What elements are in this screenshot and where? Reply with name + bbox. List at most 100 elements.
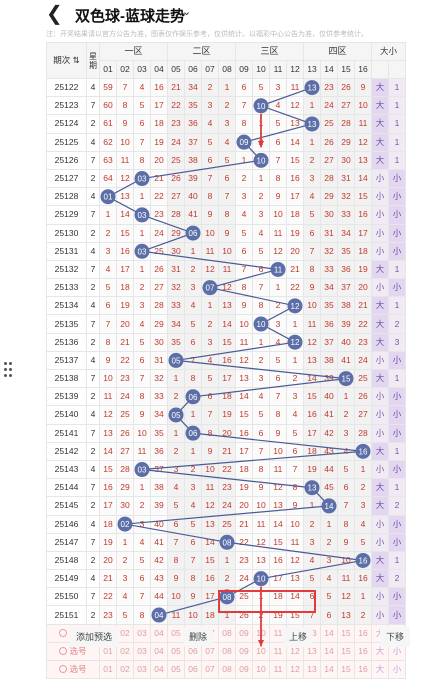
select-number[interactable]: 02 xyxy=(116,659,134,680)
select-number[interactable]: 06 xyxy=(184,659,202,680)
select-number[interactable]: 10 xyxy=(252,659,270,680)
select-number[interactable]: 02 xyxy=(116,623,134,643)
select-number[interactable]: 14 xyxy=(320,623,338,643)
omission-cell: 21 xyxy=(218,441,236,461)
omission-cell: 44 xyxy=(150,587,168,607)
select-number[interactable]: 09 xyxy=(235,641,253,662)
select-number[interactable]: 16 xyxy=(354,623,372,643)
move-up-button[interactable]: 上移 xyxy=(283,627,314,647)
omission-cell xyxy=(116,514,134,534)
omission-cell: 6 xyxy=(235,241,253,261)
delete-button[interactable]: 删除 xyxy=(183,627,214,647)
omission-cell: 5 xyxy=(354,532,372,552)
omission-cell: 14 xyxy=(218,314,236,334)
select-size[interactable]: 大 xyxy=(371,659,389,680)
select-number[interactable]: 04 xyxy=(150,659,168,680)
select-number[interactable]: 02 xyxy=(116,641,134,662)
omission-cell: 8 xyxy=(252,459,270,480)
select-number[interactable]: 16 xyxy=(354,641,372,662)
select-number[interactable]: 14 xyxy=(320,659,338,680)
omission-cell xyxy=(235,132,253,152)
select-number[interactable]: 16 xyxy=(354,659,372,680)
select-size[interactable]: 小 xyxy=(388,659,406,680)
omission-cell: 4 xyxy=(286,405,304,425)
omission-cell: 3 xyxy=(235,187,253,207)
issue-header[interactable]: 期次 ⇅ xyxy=(46,42,87,79)
omission-cell: 30 xyxy=(167,241,185,261)
omission-cell: 18 xyxy=(218,387,236,407)
size-cell: 小 xyxy=(371,241,389,261)
back-chevron-icon[interactable]: ❮ xyxy=(46,3,63,25)
omission-cell: 7 xyxy=(235,259,253,280)
select-number[interactable]: 10 xyxy=(252,623,270,643)
weekday-cell: 7 xyxy=(86,205,100,225)
omission-cell: 36 xyxy=(337,259,355,280)
select-number[interactable]: 11 xyxy=(269,659,287,680)
zone-header: 四区 xyxy=(303,42,372,61)
issue-cell: 25144 xyxy=(46,478,87,498)
size-cell: 大 xyxy=(371,132,389,152)
table-row: 25122 4 59 7 4 16 21 34 2 1 6 5 3 11 23 26 9 大 1 xyxy=(46,77,406,98)
chevron-down-icon[interactable]: ⌄ xyxy=(182,6,192,18)
weekday-cell: 4 xyxy=(86,405,100,425)
select-number[interactable]: 13 xyxy=(303,659,321,680)
omission-cell: 12 xyxy=(252,532,270,552)
omission-cell: 23 xyxy=(116,368,134,389)
omission-cell: 3 xyxy=(269,314,287,334)
select-number[interactable]: 03 xyxy=(133,641,151,662)
drag-handle-icon[interactable] xyxy=(4,362,13,378)
select-number[interactable]: 14 xyxy=(320,641,338,662)
omission-cell: 1 xyxy=(269,278,287,298)
add-preselect-button[interactable]: 添加预选 xyxy=(70,627,119,647)
size-cell: 大 xyxy=(371,478,389,498)
select-number[interactable]: 03 xyxy=(133,623,151,643)
select-number[interactable]: 03 xyxy=(133,659,151,680)
select-number[interactable]: 15 xyxy=(337,623,355,643)
select-number[interactable]: 09 xyxy=(235,623,253,643)
select-number[interactable]: 04 xyxy=(150,641,168,662)
omission-cell: 11 xyxy=(133,441,151,461)
omission-cell: 17 xyxy=(116,259,134,280)
select-number[interactable]: 15 xyxy=(337,659,355,680)
omission-cell: 10 xyxy=(201,459,219,480)
select-number[interactable]: 08 xyxy=(218,623,236,643)
omission-cell: 19 xyxy=(150,132,168,152)
omission-cell: 22 xyxy=(218,459,236,480)
select-number[interactable]: 05 xyxy=(167,641,185,662)
omission-cell: 3 xyxy=(252,205,270,225)
select-number[interactable]: 07 xyxy=(201,659,219,680)
weekday-cell: 2 xyxy=(86,168,100,189)
omission-cell: 4 xyxy=(235,205,253,225)
select-number[interactable]: 08 xyxy=(218,659,236,680)
omission-cell: 3 xyxy=(116,569,134,589)
omission-cell: 15 xyxy=(286,150,304,170)
omission-cell: 1 xyxy=(252,114,270,134)
select-number[interactable]: 01 xyxy=(99,659,117,680)
omission-cell: 28 xyxy=(116,459,134,480)
select-number[interactable]: 08 xyxy=(218,641,236,662)
issue-cell: 25122 xyxy=(46,77,87,98)
omission-cell: 36 xyxy=(150,441,168,461)
omission-cell: 29 xyxy=(320,187,338,207)
omission-cell: 21 xyxy=(116,332,134,352)
move-down-button[interactable]: 下移 xyxy=(380,627,411,647)
omission-cell: 4 xyxy=(252,223,270,243)
select-number[interactable]: 10 xyxy=(252,641,270,662)
omission-cell: 7 xyxy=(133,368,151,389)
select-number[interactable]: 15 xyxy=(337,641,355,662)
omission-cell: 9 xyxy=(201,205,219,225)
select-number[interactable]: 09 xyxy=(235,659,253,680)
omission-cell: 1 xyxy=(218,550,236,571)
omission-cell: 6 xyxy=(235,77,253,98)
issue-cell: 25140 xyxy=(46,405,87,425)
select-number[interactable]: 04 xyxy=(150,623,168,643)
number-header: 03 xyxy=(133,60,151,79)
select-number[interactable]: 05 xyxy=(167,623,185,643)
omission-cell: 13 xyxy=(269,496,287,516)
select-radio[interactable]: 选号 xyxy=(46,659,100,680)
size-cell: 大 xyxy=(371,96,389,116)
select-number[interactable]: 05 xyxy=(167,659,185,680)
select-number[interactable]: 12 xyxy=(286,659,304,680)
omission-cell: 2 xyxy=(218,96,236,116)
